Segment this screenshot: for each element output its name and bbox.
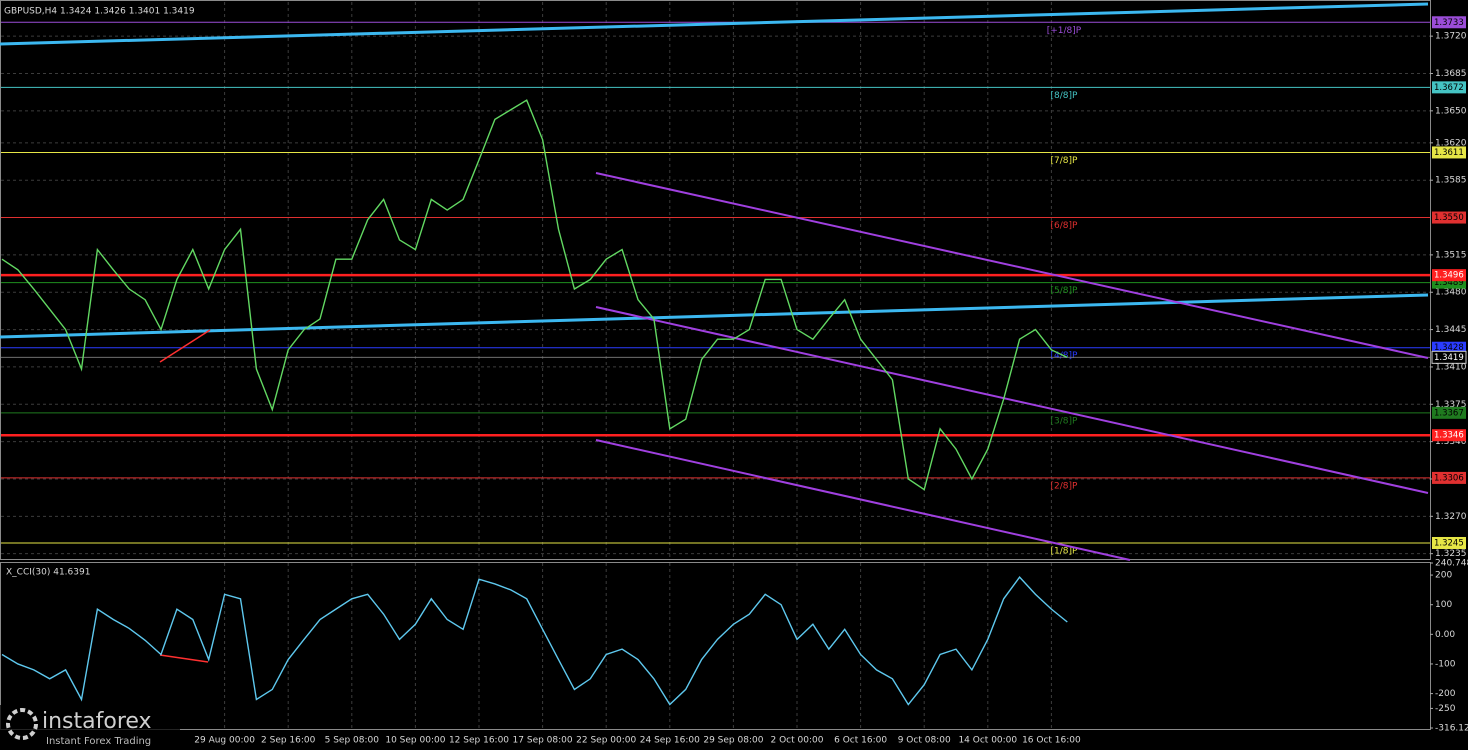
- price-box: [1432, 146, 1466, 159]
- y-tick-label: 1.3270: [1435, 512, 1467, 522]
- series-line: [1, 99, 1068, 491]
- level-label: [+1/8]P: [1047, 26, 1082, 36]
- y-tick-label: 1.3515: [1435, 250, 1467, 260]
- level-label: [6/8]P: [1051, 221, 1079, 231]
- level-label: [1/8]P: [1051, 546, 1079, 556]
- price-box-label: 1.3419: [1434, 353, 1464, 363]
- y-tick-label: 1.3650: [1435, 106, 1467, 116]
- trend-line: [0, 2, 1429, 46]
- x-tick-label: 5 Sep 08:00: [325, 736, 380, 746]
- grid: [1, 2, 1430, 728]
- price-box-label: 1.3306: [1434, 473, 1464, 483]
- price-box-label: 1.3367: [1434, 408, 1464, 418]
- divergence-line: [159, 329, 211, 363]
- y-tick-label: 1.3720: [1435, 32, 1467, 42]
- watermark: instaforex Instant Forex Trading: [0, 705, 180, 750]
- level-label: [8/8]P: [1051, 91, 1079, 101]
- price-box: [1432, 341, 1466, 354]
- price-box: [1432, 269, 1466, 282]
- x-tick-label: 12 Sep 16:00: [449, 736, 509, 746]
- x-tick-label: 10 Sep 00:00: [385, 736, 445, 746]
- price-box: [1432, 81, 1466, 94]
- price-box: [1432, 429, 1466, 442]
- price-box-label: 1.3428: [1434, 343, 1464, 353]
- price-box: [1432, 536, 1466, 549]
- y-tick-label: 1.3445: [1435, 325, 1467, 335]
- chart-title: GBPUSD,H4 1.3424 1.3426 1.3401 1.3419: [4, 7, 195, 17]
- channel-line: [595, 172, 1429, 359]
- x-tick-label: 6 Oct 16:00: [834, 736, 887, 746]
- x-tick-label: 2 Oct 00:00: [771, 736, 824, 746]
- y-tick-label: 200: [1435, 571, 1452, 581]
- x-tick-label: 16 Oct 16:00: [1022, 736, 1081, 746]
- price-box-label: 1.3672: [1434, 83, 1464, 93]
- logo-icon: [6, 708, 38, 740]
- indicator-title: X_CCI(30) 41.6391: [6, 568, 90, 578]
- price-panel: [0, 0, 1431, 560]
- y-tick-label: 0.00: [1435, 630, 1455, 640]
- price-box: [1432, 406, 1466, 419]
- y-tick-label: 1.3685: [1435, 69, 1467, 79]
- y-tick-label: 1.3585: [1435, 176, 1467, 186]
- divergence-line: [159, 654, 209, 663]
- channel-line: [595, 439, 1131, 561]
- trend-line: [0, 293, 1429, 339]
- level-label: [5/8]P: [1051, 286, 1079, 296]
- price-box: [1432, 16, 1466, 29]
- price-box: [1432, 471, 1466, 484]
- price-box: [1431, 350, 1467, 364]
- levels: [+1/8]P[8/8]P[7/8]P[6/8]P[5/8]P[4/8]P[3/…: [1, 21, 1430, 556]
- x-tick-label: 2 Sep 16:00: [261, 736, 316, 746]
- y-tick-label: 1.3480: [1435, 288, 1467, 298]
- y-tick-label: -316.1294: [1435, 724, 1468, 734]
- series-line: [1, 576, 1068, 706]
- y-tick-label: 1.3340: [1435, 437, 1467, 447]
- cci-panel: [0, 562, 1431, 730]
- price-box-label: 1.3346: [1434, 431, 1464, 441]
- level-label: [2/8]P: [1051, 481, 1079, 491]
- trend-lines: [0, 2, 1429, 663]
- price-box-label: 1.3496: [1434, 271, 1464, 281]
- x-tick-label: 29 Aug 00:00: [194, 736, 255, 746]
- x-tick-label: 24 Sep 16:00: [640, 736, 700, 746]
- axis: 1.3720 1.3685 1.3650 1.3620 1.3585 1.3515 1.34…: [194, 16, 1468, 746]
- price-box-label: 1.3245: [1434, 538, 1464, 548]
- level-label: [7/8]P: [1051, 156, 1079, 166]
- price-box: [1432, 211, 1466, 224]
- y-tick-label: 100: [1435, 600, 1452, 610]
- price-box-label: 1.3489: [1434, 278, 1464, 288]
- tagline: Instant Forex Trading: [46, 736, 151, 747]
- marks: [1, 99, 1068, 706]
- price-box-label: 1.3550: [1434, 213, 1464, 223]
- y-tick-label: 1.3235: [1435, 549, 1467, 559]
- y-tick-label: -200: [1435, 689, 1456, 699]
- x-tick-label: 22 Sep 00:00: [576, 736, 636, 746]
- brand: instaforex: [42, 709, 152, 734]
- level-label: [3/8]P: [1051, 416, 1079, 426]
- x-tick-label: 17 Sep 08:00: [513, 736, 573, 746]
- channel-line: [595, 306, 1429, 494]
- y-tick-label: 1.3620: [1435, 138, 1467, 148]
- x-tick-label: 14 Oct 00:00: [958, 736, 1017, 746]
- y-tick-label: -250: [1435, 704, 1456, 714]
- price-box-label: 1.3611: [1434, 148, 1464, 158]
- y-tick-label: 1.3410: [1435, 362, 1467, 372]
- price-box-label: 1.3733: [1434, 18, 1464, 28]
- x-tick-label: 29 Sep 08:00: [703, 736, 763, 746]
- y-tick-label: 240.7484: [1435, 559, 1468, 569]
- x-tick-label: 9 Oct 08:00: [898, 736, 951, 746]
- y-tick-label: -100: [1435, 659, 1456, 669]
- y-tick-label: 1.3375: [1435, 400, 1467, 410]
